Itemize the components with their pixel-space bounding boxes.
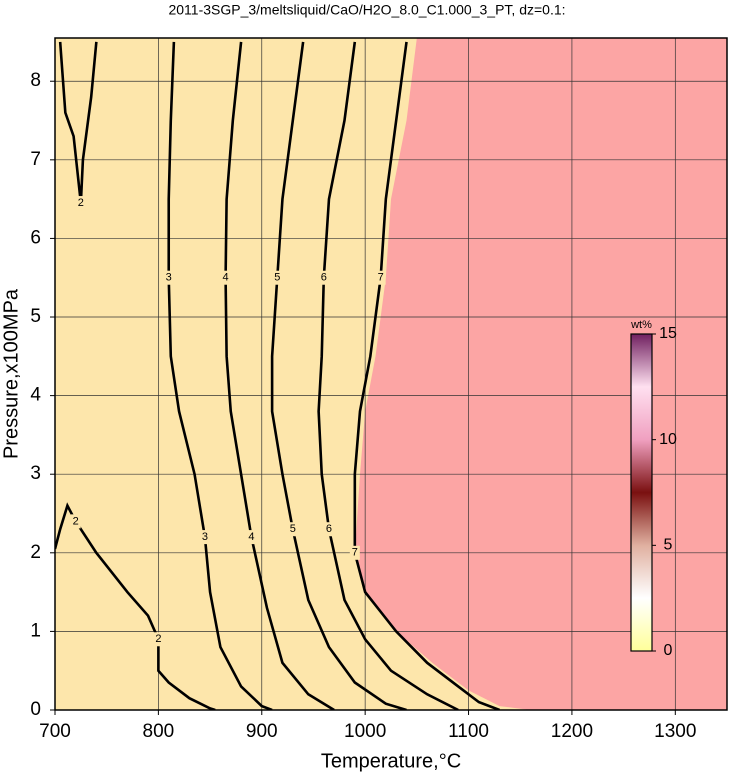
x-tick-label: 1300 (654, 721, 696, 742)
contour-label: 3 (202, 531, 208, 543)
axes: 700 800 900 1000 1100 1200 1300 0 1 2 3 4 5 6 7 8 (30, 37, 728, 742)
y-tick-label: 3 (30, 463, 41, 484)
contour-label: 5 (274, 272, 280, 284)
colorbar-tick-label: 15 (659, 325, 677, 342)
contour-label: 2 (155, 633, 161, 645)
y-tick-label: 5 (30, 306, 41, 327)
y-axis-label: Pressure,x100MPa (0, 288, 22, 459)
contour-label-bg (70, 514, 81, 529)
contour-label: 5 (290, 523, 296, 535)
contour-label-bg (349, 545, 360, 560)
contour-label: 6 (321, 272, 327, 284)
y-tick-label: 2 (30, 542, 41, 563)
colorbar-tick-label: 10 (659, 431, 677, 448)
colorbar-tick-label: 5 (664, 537, 673, 554)
y-tick-label: 4 (30, 385, 41, 406)
contour-label-bg (375, 270, 386, 285)
x-tick-label: 1200 (551, 721, 593, 742)
colorbar-tick-label: 0 (664, 642, 673, 659)
colorbar-label: wt% (630, 319, 652, 331)
colorbar (630, 333, 653, 652)
contour-line (55, 502, 216, 710)
contour-label: 7 (378, 272, 384, 284)
contour-label: 7 (352, 547, 358, 559)
contour-label-bg (318, 270, 329, 285)
contour-label-bg (272, 270, 283, 285)
contour-label: 6 (326, 523, 332, 535)
y-tick-label: 8 (30, 70, 41, 91)
chart-title: 2011-3SGP_3/meltsliquid/CaO/H2O_8.0_C1.0… (168, 2, 565, 18)
contour-label: 4 (248, 531, 254, 543)
contour-label: 4 (223, 272, 229, 284)
contour-label: 3 (166, 272, 172, 284)
contour-label: 2 (78, 197, 84, 209)
contour-label-bg (220, 270, 231, 285)
x-tick-label: 1000 (344, 721, 386, 742)
contour-line (224, 41, 335, 710)
y-tick-label: 0 (30, 699, 41, 720)
plot-area: 2 2 2 3 3 4 4 5 5 6 6 7 7 (55, 38, 727, 710)
plot-frame (54, 37, 728, 711)
y-tick-label: 7 (30, 149, 41, 170)
contour-line (317, 41, 459, 710)
x-tick-label: 1100 (448, 721, 489, 742)
saturated-region (354, 38, 727, 710)
contour-label: 2 (73, 515, 79, 527)
contour-label-bg (199, 530, 210, 545)
contour-label-bg (246, 530, 257, 545)
contour-label-bg (153, 632, 164, 647)
contour-line (353, 41, 501, 710)
contour-label-bg (323, 522, 334, 537)
y-tick-label: 1 (30, 620, 41, 641)
x-tick-label: 900 (246, 721, 278, 742)
x-tick-label: 800 (143, 721, 175, 742)
contour-line (167, 41, 273, 710)
contour-label-bg (287, 522, 298, 537)
y-tick-label: 6 (30, 227, 41, 248)
contour-line (270, 41, 407, 710)
x-tick-label: 700 (39, 721, 71, 742)
x-axis-label: Temperature,°C (321, 750, 461, 772)
contour-label-bg (163, 270, 174, 285)
contour-label-bg (75, 196, 86, 211)
